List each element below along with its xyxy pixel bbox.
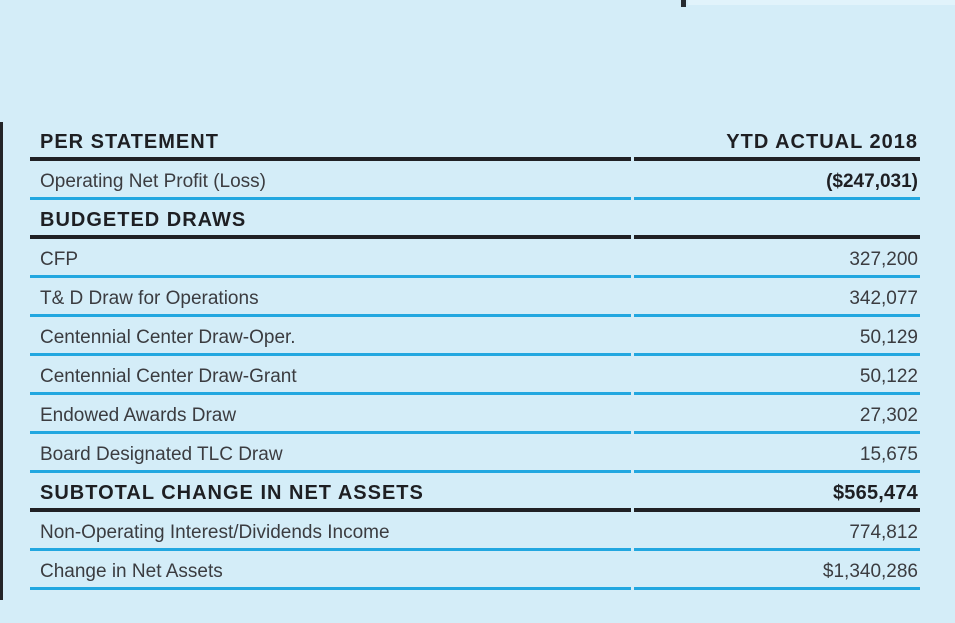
row-label: Centennial Center Draw-Grant xyxy=(30,356,631,395)
table-row: Board Designated TLC Draw 15,675 xyxy=(30,434,920,473)
top-highlight-strip xyxy=(688,0,955,5)
row-label: CFP xyxy=(30,239,631,278)
row-value: 774,812 xyxy=(634,512,920,551)
row-label: Endowed Awards Draw xyxy=(30,395,631,434)
table-row: T& D Draw for Operations 342,077 xyxy=(30,278,920,317)
table-row: CFP 327,200 xyxy=(30,239,920,278)
table-row: Endowed Awards Draw 27,302 xyxy=(30,395,920,434)
row-value: YTD ACTUAL 2018 xyxy=(634,122,920,161)
left-accent-bar xyxy=(0,122,3,600)
top-edge-mark xyxy=(681,0,686,7)
row-value: 342,077 xyxy=(634,278,920,317)
row-value: 327,200 xyxy=(634,239,920,278)
table-row: Centennial Center Draw-Grant 50,122 xyxy=(30,356,920,395)
table-row-section: BUDGETED DRAWS xyxy=(30,200,920,239)
row-label: Non-Operating Interest/Dividends Income xyxy=(30,512,631,551)
row-value: 27,302 xyxy=(634,395,920,434)
row-value: 15,675 xyxy=(634,434,920,473)
row-value: ($247,031) xyxy=(634,161,920,200)
table-row-header: PER STATEMENT YTD ACTUAL 2018 xyxy=(30,122,920,161)
row-label: BUDGETED DRAWS xyxy=(30,200,631,239)
table-row: Operating Net Profit (Loss) ($247,031) xyxy=(30,161,920,200)
row-value: $565,474 xyxy=(634,473,920,512)
row-label: Operating Net Profit (Loss) xyxy=(30,161,631,200)
table-row: Centennial Center Draw-Oper. 50,129 xyxy=(30,317,920,356)
table-row-subtotal: SUBTOTAL CHANGE IN NET ASSETS $565,474 xyxy=(30,473,920,512)
row-label: Change in Net Assets xyxy=(30,551,631,590)
row-value: $1,340,286 xyxy=(634,551,920,590)
row-value xyxy=(634,200,920,239)
row-value: 50,129 xyxy=(634,317,920,356)
row-label: PER STATEMENT xyxy=(30,122,631,161)
financial-statement-table: PER STATEMENT YTD ACTUAL 2018 Operating Ne… xyxy=(30,122,920,590)
row-value: 50,122 xyxy=(634,356,920,395)
row-label: Centennial Center Draw-Oper. xyxy=(30,317,631,356)
table-row: Non-Operating Interest/Dividends Income 7… xyxy=(30,512,920,551)
row-label: T& D Draw for Operations xyxy=(30,278,631,317)
row-label: Board Designated TLC Draw xyxy=(30,434,631,473)
row-label: SUBTOTAL CHANGE IN NET ASSETS xyxy=(30,473,631,512)
table-row: Change in Net Assets $1,340,286 xyxy=(30,551,920,590)
